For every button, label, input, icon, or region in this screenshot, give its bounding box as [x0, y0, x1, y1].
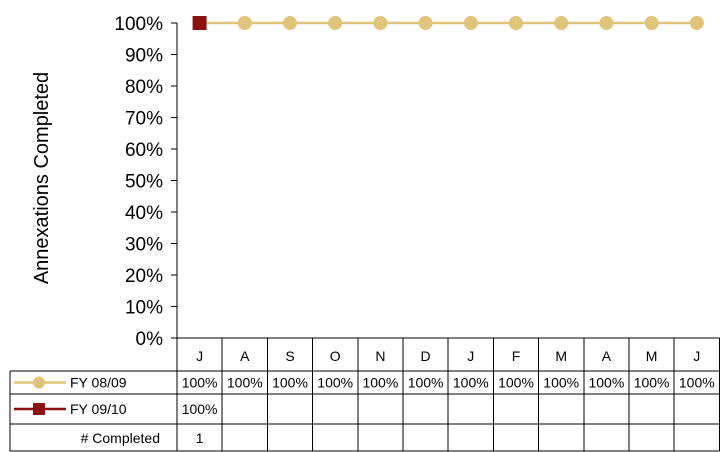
data-point: [328, 16, 343, 30]
y-axis: 0% 10% 20% 30% 40% 50% 60% 70% 80% 90% 100%: [114, 14, 178, 350]
row-label: # Completed: [81, 430, 160, 446]
x-tick-label: M: [646, 348, 658, 364]
y-tick-label: 40%: [125, 203, 163, 224]
y-tick-label: 90%: [125, 46, 163, 67]
data-label: 100%: [408, 375, 444, 391]
x-tick-label: J: [196, 348, 203, 364]
x-tick-label: J: [693, 348, 700, 364]
data-point: [689, 16, 704, 30]
legend-label: FY 08/09: [70, 375, 127, 391]
data-label: 100%: [182, 375, 218, 391]
x-tick-label: A: [602, 348, 612, 364]
data-label: 100%: [362, 375, 398, 391]
y-tick-label: 60%: [125, 140, 163, 161]
data-point: [283, 16, 297, 30]
data-label: 100%: [182, 401, 218, 417]
plot-area: [192, 16, 704, 30]
data-label: 100%: [272, 375, 308, 391]
data-point: [509, 16, 523, 30]
data-point: [373, 16, 388, 30]
data-label: 100%: [634, 375, 670, 391]
data-point: [554, 16, 569, 30]
y-tick-label: 10%: [125, 298, 163, 319]
y-tick-label: 20%: [125, 266, 163, 287]
legend-label: FY 09/10: [70, 401, 127, 417]
x-tick-label: M: [555, 348, 567, 364]
data-point: [192, 16, 207, 30]
data-point: [644, 16, 659, 30]
y-tick-label: 70%: [125, 109, 163, 130]
data-label: 100%: [227, 375, 263, 391]
data-label: 100%: [543, 375, 579, 391]
y-tick-label: 100%: [114, 14, 163, 35]
y-tick-label: 80%: [125, 77, 163, 98]
x-tick-label: J: [467, 348, 474, 364]
data-point: [237, 16, 252, 30]
data-point: [463, 16, 478, 30]
data-label: 1: [196, 430, 204, 446]
data-label: 100%: [679, 375, 715, 391]
y-tick-label: 30%: [125, 235, 163, 256]
x-tick-label: F: [512, 348, 521, 364]
x-tick-label: N: [375, 348, 385, 364]
legend-marker: [33, 403, 45, 415]
data-point: [418, 16, 433, 30]
x-tick-label: D: [421, 348, 431, 364]
data-table: J A S O N D J F M A M J FY 08/09 100% 100% 100% 100% 100%…: [9, 337, 720, 452]
legend-marker: [33, 376, 45, 389]
y-axis-label: Annexations Completed: [31, 72, 53, 284]
y-tick-label: 50%: [125, 172, 163, 193]
data-label: 100%: [498, 375, 534, 391]
data-point: [599, 16, 614, 30]
y-tick-label: 0%: [136, 329, 164, 350]
x-tick-label: A: [240, 348, 250, 364]
x-tick-label: O: [330, 348, 341, 364]
data-label: 100%: [317, 375, 353, 391]
data-label: 100%: [588, 375, 624, 391]
x-tick-label: S: [285, 348, 294, 364]
data-label: 100%: [453, 375, 489, 391]
